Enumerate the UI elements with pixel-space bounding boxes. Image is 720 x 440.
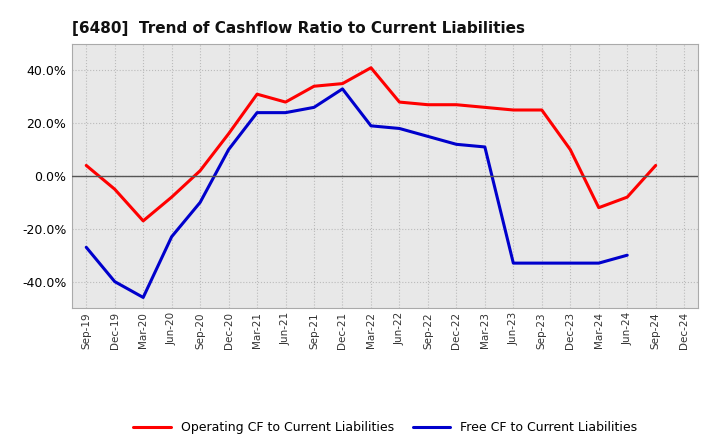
Operating CF to Current Liabilities [253,92,261,97]
Free CF to Current Liabilities [423,134,432,139]
Operating CF to Current Liabilities [537,107,546,113]
Free CF to Current Liabilities [566,260,575,266]
Free CF to Current Liabilities [196,200,204,205]
Operating CF to Current Liabilities [566,147,575,152]
Free CF to Current Liabilities [110,279,119,284]
Free CF to Current Liabilities [395,126,404,131]
Free CF to Current Liabilities [139,295,148,300]
Operating CF to Current Liabilities [82,163,91,168]
Free CF to Current Liabilities [225,147,233,152]
Free CF to Current Liabilities [310,105,318,110]
Free CF to Current Liabilities [282,110,290,115]
Operating CF to Current Liabilities [395,99,404,105]
Operating CF to Current Liabilities [366,65,375,70]
Free CF to Current Liabilities [366,123,375,128]
Free CF to Current Liabilities [480,144,489,150]
Free CF to Current Liabilities [452,142,461,147]
Operating CF to Current Liabilities [452,102,461,107]
Operating CF to Current Liabilities [423,102,432,107]
Operating CF to Current Liabilities [623,194,631,200]
Free CF to Current Liabilities [595,260,603,266]
Free CF to Current Liabilities [253,110,261,115]
Line: Operating CF to Current Liabilities: Operating CF to Current Liabilities [86,68,656,221]
Operating CF to Current Liabilities [139,218,148,224]
Free CF to Current Liabilities [623,253,631,258]
Operating CF to Current Liabilities [509,107,518,113]
Text: [6480]  Trend of Cashflow Ratio to Current Liabilities: [6480] Trend of Cashflow Ratio to Curren… [72,21,525,36]
Operating CF to Current Liabilities [196,168,204,173]
Operating CF to Current Liabilities [652,163,660,168]
Free CF to Current Liabilities [167,234,176,239]
Operating CF to Current Liabilities [338,81,347,86]
Free CF to Current Liabilities [338,86,347,92]
Legend: Operating CF to Current Liabilities, Free CF to Current Liabilities: Operating CF to Current Liabilities, Fre… [128,416,642,439]
Operating CF to Current Liabilities [480,105,489,110]
Operating CF to Current Liabilities [110,187,119,192]
Operating CF to Current Liabilities [282,99,290,105]
Free CF to Current Liabilities [82,245,91,250]
Operating CF to Current Liabilities [595,205,603,210]
Free CF to Current Liabilities [509,260,518,266]
Operating CF to Current Liabilities [225,131,233,136]
Operating CF to Current Liabilities [310,84,318,89]
Line: Free CF to Current Liabilities: Free CF to Current Liabilities [86,89,627,297]
Operating CF to Current Liabilities [167,194,176,200]
Free CF to Current Liabilities [537,260,546,266]
